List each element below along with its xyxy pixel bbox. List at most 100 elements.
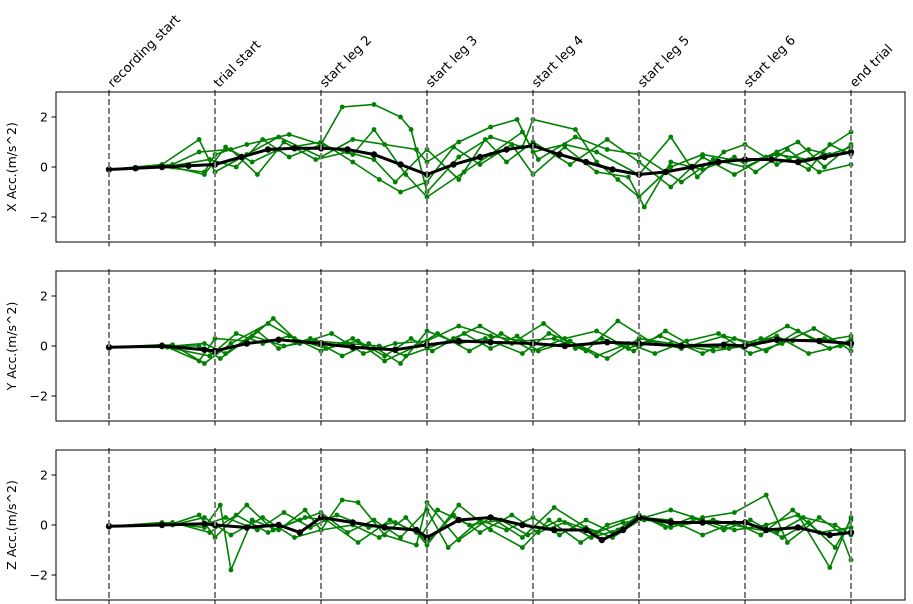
y-tick-label: 0 bbox=[40, 160, 48, 175]
trial-point bbox=[403, 353, 409, 359]
trial-point bbox=[350, 159, 356, 165]
mean-point bbox=[519, 521, 526, 529]
y-tick-label: 2 bbox=[40, 468, 48, 483]
mean-point bbox=[105, 523, 113, 530]
mean-point bbox=[715, 158, 722, 166]
trial-point bbox=[535, 157, 541, 162]
trial-point bbox=[594, 328, 599, 334]
mean-point bbox=[821, 153, 828, 161]
mean-point bbox=[582, 158, 590, 166]
trial-point bbox=[604, 137, 610, 142]
trial-point bbox=[286, 154, 292, 160]
trial-point bbox=[408, 336, 414, 341]
mean-point bbox=[201, 520, 208, 527]
trial-point bbox=[376, 177, 382, 182]
trial-point bbox=[355, 540, 361, 545]
trial-point bbox=[700, 351, 705, 356]
trial-point bbox=[403, 515, 409, 520]
trial-point bbox=[371, 157, 377, 162]
trial-point bbox=[376, 343, 382, 349]
mean-point bbox=[344, 146, 351, 153]
trial-point bbox=[196, 343, 202, 349]
trial-point bbox=[456, 502, 462, 508]
trial-point bbox=[827, 565, 833, 570]
trial-point bbox=[424, 328, 430, 334]
trial-point bbox=[710, 157, 716, 162]
trial-point bbox=[382, 353, 387, 359]
mean-point bbox=[598, 536, 606, 544]
trial-point bbox=[477, 162, 483, 167]
trial-point bbox=[509, 512, 515, 518]
trial-point bbox=[355, 500, 361, 505]
trial-point bbox=[557, 517, 562, 523]
trial-point bbox=[551, 505, 557, 510]
trial-point bbox=[286, 132, 292, 137]
trial-point bbox=[456, 154, 462, 160]
trial-point bbox=[228, 341, 234, 346]
trial-point bbox=[811, 326, 817, 331]
trial-point bbox=[376, 535, 382, 540]
trial-line bbox=[108, 508, 852, 549]
trial-point bbox=[758, 532, 764, 538]
trial-point bbox=[228, 532, 234, 538]
mean-point bbox=[487, 514, 494, 521]
trial-point bbox=[223, 515, 229, 520]
trial-point bbox=[371, 102, 377, 107]
trial-point bbox=[800, 515, 806, 520]
trial-point bbox=[652, 351, 658, 356]
mean-point bbox=[667, 519, 674, 526]
trial-point bbox=[398, 361, 403, 366]
mean-point bbox=[556, 151, 563, 158]
trial-point bbox=[689, 515, 695, 520]
mean-point bbox=[455, 516, 462, 524]
trial-point bbox=[615, 318, 621, 324]
mean-line bbox=[108, 338, 852, 353]
trial-point bbox=[721, 149, 727, 155]
y-axis-label: Y Acc.(m/s^2) bbox=[4, 302, 19, 392]
trial-point bbox=[233, 512, 239, 518]
mean-point bbox=[487, 339, 494, 346]
trial-point bbox=[504, 159, 509, 165]
trial-point bbox=[249, 333, 255, 339]
trial-point bbox=[228, 147, 234, 152]
trial-point bbox=[615, 177, 621, 182]
event-label: start leg 4 bbox=[529, 33, 587, 91]
trial-point bbox=[270, 316, 276, 321]
trial-point bbox=[562, 144, 568, 150]
trial-point bbox=[668, 507, 674, 513]
trial-point bbox=[546, 331, 552, 336]
trial-point bbox=[795, 328, 801, 334]
trial-point bbox=[779, 535, 785, 540]
trial-point bbox=[308, 336, 313, 341]
trial-point bbox=[350, 336, 356, 341]
event-label: trial start bbox=[211, 38, 264, 91]
trial-point bbox=[488, 124, 493, 130]
trial-point bbox=[573, 134, 578, 140]
trial-point bbox=[567, 338, 573, 344]
trial-point bbox=[573, 346, 578, 351]
trial-line bbox=[108, 317, 852, 362]
trial-line bbox=[108, 499, 852, 573]
mean-point bbox=[768, 156, 775, 163]
mean-point bbox=[275, 336, 282, 343]
trial-point bbox=[663, 328, 668, 334]
mean-point bbox=[423, 534, 431, 541]
trial-point bbox=[265, 321, 271, 326]
trial-point bbox=[408, 127, 414, 132]
trial-point bbox=[816, 169, 822, 175]
mean-point bbox=[105, 344, 113, 351]
trial-point bbox=[726, 346, 732, 351]
mean-point bbox=[370, 151, 378, 158]
mean-point bbox=[609, 166, 616, 173]
trial-point bbox=[281, 343, 287, 349]
trial-point bbox=[700, 515, 705, 520]
trial-point bbox=[557, 532, 562, 538]
trial-point bbox=[520, 129, 525, 135]
mean-point bbox=[158, 342, 166, 350]
trial-point bbox=[233, 331, 239, 336]
trial-point bbox=[668, 134, 674, 140]
mean-point bbox=[264, 146, 272, 153]
trial-point bbox=[392, 341, 398, 346]
trial-point bbox=[345, 530, 350, 535]
trial-point bbox=[223, 144, 229, 150]
